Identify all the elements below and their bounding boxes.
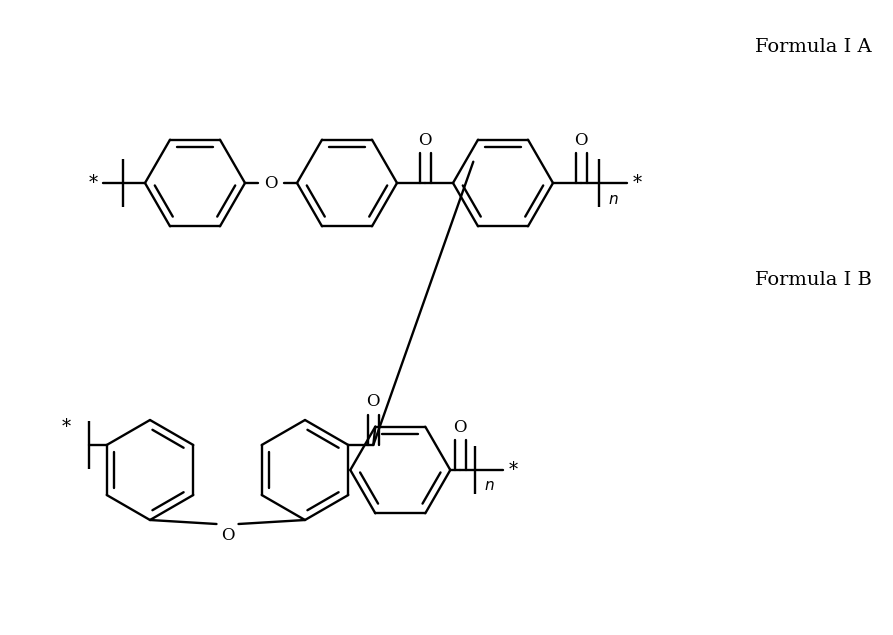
- Text: O: O: [418, 131, 431, 149]
- Text: *: *: [88, 174, 97, 192]
- Text: $n$: $n$: [484, 479, 495, 493]
- Text: O: O: [221, 526, 234, 544]
- Text: O: O: [366, 394, 380, 410]
- Text: $n$: $n$: [608, 192, 619, 206]
- Text: *: *: [509, 461, 518, 479]
- Text: Formula I B: Formula I B: [755, 271, 872, 289]
- Text: O: O: [264, 175, 278, 192]
- Text: Formula I A: Formula I A: [755, 38, 872, 56]
- Text: *: *: [63, 418, 71, 436]
- Text: *: *: [632, 174, 641, 192]
- Text: O: O: [574, 131, 588, 149]
- Text: O: O: [454, 418, 467, 436]
